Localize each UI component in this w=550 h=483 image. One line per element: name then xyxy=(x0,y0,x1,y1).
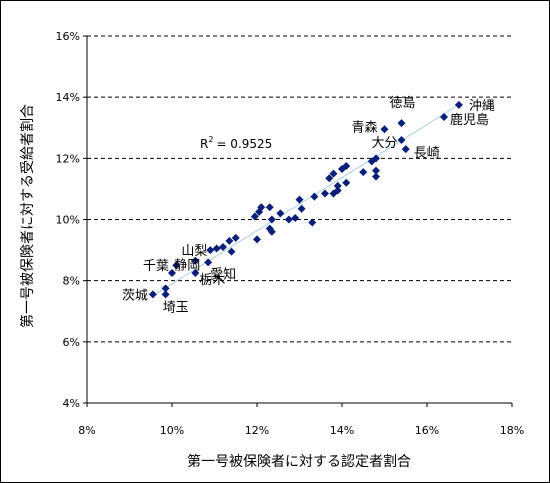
data-point xyxy=(172,261,181,270)
data-point xyxy=(372,166,380,175)
data-point xyxy=(295,195,304,204)
data-point xyxy=(161,284,170,293)
data-point xyxy=(225,236,234,245)
x-tick-label: 14% xyxy=(330,424,354,437)
y-tick-label: 6% xyxy=(63,336,80,349)
data-points xyxy=(148,100,463,299)
data-point xyxy=(227,247,236,256)
r2-annotation: R2 = 0.9525 xyxy=(200,135,272,151)
data-point xyxy=(372,172,380,181)
point-label: 千葉 xyxy=(143,259,169,274)
data-point xyxy=(253,235,261,244)
y-tick-label: 12% xyxy=(56,152,80,165)
data-point xyxy=(401,145,410,154)
y-tick-label: 4% xyxy=(63,397,80,410)
data-point xyxy=(191,269,200,278)
x-tick-label: 16% xyxy=(415,424,439,437)
point-label: 長崎 xyxy=(414,146,440,161)
data-point xyxy=(380,125,389,134)
data-point xyxy=(265,203,274,212)
point-label: 鹿児島 xyxy=(450,112,489,128)
data-point xyxy=(231,233,240,242)
x-axis-ticks: 8% 10% 12% 14% 16% 18% xyxy=(78,403,524,437)
x-tick-label: 10% xyxy=(160,424,184,437)
x-tick-label: 12% xyxy=(245,424,269,437)
data-point xyxy=(206,246,215,255)
point-label: 沖縄 xyxy=(469,99,495,114)
data-point xyxy=(255,207,264,216)
data-point xyxy=(359,168,368,177)
point-label: 大分 xyxy=(371,136,397,151)
point-label: 静岡 xyxy=(174,258,200,273)
point-label: 青森 xyxy=(351,120,377,135)
y-axis-title: 第一号被保険者に対する受給者割合 xyxy=(19,104,36,328)
data-point xyxy=(440,113,448,122)
data-point xyxy=(321,189,329,198)
point-label: 山梨 xyxy=(181,244,207,259)
data-point xyxy=(367,157,376,166)
y-tick-label: 8% xyxy=(63,275,80,288)
x-axis-title: 第一号被保険者に対する認定者割合 xyxy=(187,453,411,470)
data-point xyxy=(267,227,276,236)
data-point xyxy=(308,218,317,227)
data-point xyxy=(310,192,319,201)
data-point xyxy=(291,213,300,222)
x-tick-label: 18% xyxy=(500,424,524,437)
y-axis-ticks: 4% 6% 8% 10% 12% 14% 16% xyxy=(56,30,87,410)
y-tick-label: 14% xyxy=(56,91,80,104)
data-point xyxy=(397,135,406,144)
data-point xyxy=(250,212,259,221)
grid-lines xyxy=(87,35,512,343)
data-point xyxy=(333,181,342,190)
point-label: 茨城 xyxy=(122,288,148,303)
point-label: 徳島 xyxy=(390,96,416,111)
data-point xyxy=(212,244,221,253)
data-point xyxy=(397,119,406,128)
data-point xyxy=(219,243,227,252)
data-point xyxy=(333,186,342,195)
data-point xyxy=(168,269,176,278)
data-point xyxy=(191,256,200,265)
data-point xyxy=(267,215,276,224)
data-point xyxy=(204,258,213,267)
data-point xyxy=(454,100,463,109)
x-tick-label: 8% xyxy=(78,424,95,437)
y-tick-label: 16% xyxy=(56,30,80,43)
data-point xyxy=(329,169,338,178)
data-point xyxy=(148,290,157,299)
data-point xyxy=(342,178,351,187)
point-label: 栃木 xyxy=(199,273,225,288)
y-tick-label: 10% xyxy=(56,214,80,227)
point-label: 愛知 xyxy=(210,266,236,282)
data-point xyxy=(161,290,170,299)
point-label: 埼玉 xyxy=(163,300,189,315)
data-point xyxy=(297,204,306,213)
data-point xyxy=(325,174,334,183)
data-point xyxy=(338,165,346,174)
data-point xyxy=(284,215,293,224)
data-point xyxy=(276,209,285,218)
